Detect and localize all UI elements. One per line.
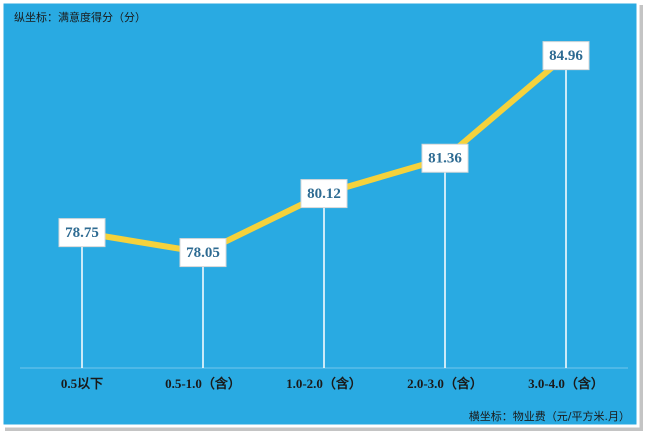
label-box bbox=[179, 238, 227, 268]
label-box bbox=[542, 41, 590, 71]
x-tick-label: 1.0-2.0（含） bbox=[286, 376, 362, 391]
x-tick-label: 0.5以下 bbox=[61, 376, 103, 391]
data-label: 81.36 bbox=[428, 151, 462, 167]
y-axis-title: 纵坐标：满意度得分（分） bbox=[14, 10, 146, 24]
x-tick-label: 2.0-3.0（含） bbox=[407, 376, 483, 391]
data-label: 84.96 bbox=[549, 48, 583, 64]
label-box bbox=[300, 179, 348, 209]
label-box bbox=[58, 218, 106, 248]
data-label: 80.12 bbox=[307, 186, 341, 202]
label-box bbox=[421, 143, 469, 173]
plot-background bbox=[0, 0, 640, 428]
x-tick-label: 0.5-1.0（含） bbox=[165, 376, 241, 391]
data-label: 78.05 bbox=[186, 245, 220, 261]
x-tick-label: 3.0-4.0（含） bbox=[528, 376, 604, 391]
x-axis-title: 横坐标：物业费（元/平方米.月） bbox=[469, 409, 630, 423]
data-label: 78.75 bbox=[65, 225, 99, 241]
